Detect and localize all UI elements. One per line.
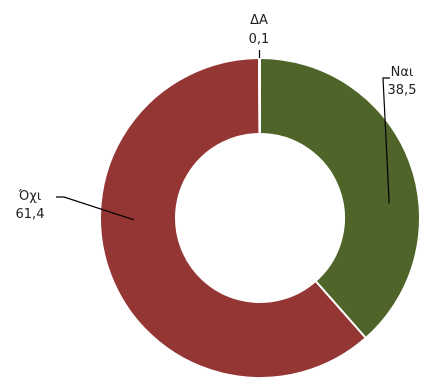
chart-slices [99,57,421,379]
slice-1 [99,57,367,379]
label-ochi: Όχι 61,4 [16,189,45,222]
slice-0 [259,57,421,340]
leader-lines [56,50,390,221]
slice-2 [257,57,261,136]
leader-nai [382,77,390,204]
label-nai-value: 38,5 [388,83,417,98]
leader-ochi [56,196,135,221]
label-da: ΔΑ 0,1 [249,13,270,47]
label-nai: Ναι 38,5 [388,65,417,98]
label-nai-name: Ναι [391,65,414,80]
label-da-name: ΔΑ [250,13,268,28]
label-da-value: 0,1 [249,32,270,47]
label-ochi-value: 61,4 [16,207,45,222]
label-ochi-name: Όχι [18,189,41,204]
